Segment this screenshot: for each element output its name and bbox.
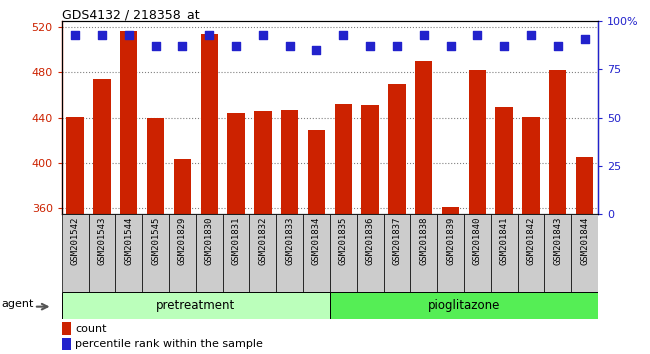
Text: count: count xyxy=(75,324,107,333)
Point xyxy=(257,32,268,38)
Bar xyxy=(276,214,303,292)
Point xyxy=(231,44,241,49)
Text: GSM201544: GSM201544 xyxy=(124,217,133,265)
Bar xyxy=(62,322,72,335)
Point xyxy=(70,32,81,38)
Bar xyxy=(517,214,545,292)
Point xyxy=(177,44,188,49)
Point xyxy=(419,32,429,38)
Point xyxy=(445,44,456,49)
Bar xyxy=(464,214,491,292)
Point xyxy=(124,32,134,38)
Point xyxy=(499,44,510,49)
Bar xyxy=(200,34,218,214)
Text: GSM201832: GSM201832 xyxy=(258,217,267,265)
Text: pretreatment: pretreatment xyxy=(156,299,235,312)
Text: GSM201840: GSM201840 xyxy=(473,217,482,265)
Bar xyxy=(66,116,84,214)
Bar xyxy=(196,214,222,292)
Bar xyxy=(169,214,196,292)
Bar xyxy=(227,113,245,214)
Bar xyxy=(88,214,116,292)
Text: GDS4132 / 218358_at: GDS4132 / 218358_at xyxy=(62,8,200,21)
Text: GSM201842: GSM201842 xyxy=(526,217,536,265)
Bar xyxy=(307,130,325,214)
Bar xyxy=(410,214,437,292)
Text: GSM201838: GSM201838 xyxy=(419,217,428,265)
Point xyxy=(285,44,295,49)
Bar xyxy=(549,70,567,214)
Point xyxy=(552,44,563,49)
Text: GSM201841: GSM201841 xyxy=(500,217,509,265)
Text: GSM201843: GSM201843 xyxy=(553,217,562,265)
Bar xyxy=(254,111,272,214)
Bar xyxy=(250,214,276,292)
Bar xyxy=(361,105,379,214)
Bar xyxy=(222,214,250,292)
Bar xyxy=(116,214,142,292)
Text: percentile rank within the sample: percentile rank within the sample xyxy=(75,339,263,349)
Bar xyxy=(281,110,298,214)
Text: GSM201839: GSM201839 xyxy=(446,217,455,265)
Bar xyxy=(330,292,598,319)
Text: GSM201835: GSM201835 xyxy=(339,217,348,265)
Point xyxy=(526,32,536,38)
Point xyxy=(97,32,107,38)
Point xyxy=(392,44,402,49)
Text: GSM201834: GSM201834 xyxy=(312,217,321,265)
Bar xyxy=(93,79,110,214)
Bar xyxy=(442,207,460,214)
Bar xyxy=(147,118,164,214)
Text: pioglitazone: pioglitazone xyxy=(428,299,500,312)
Bar xyxy=(303,214,330,292)
Point xyxy=(579,36,590,41)
Text: GSM201833: GSM201833 xyxy=(285,217,294,265)
Point xyxy=(338,32,348,38)
Point xyxy=(472,32,482,38)
Text: agent: agent xyxy=(1,299,34,309)
Text: GSM201829: GSM201829 xyxy=(178,217,187,265)
Bar xyxy=(545,214,571,292)
Text: GSM201542: GSM201542 xyxy=(71,217,80,265)
Text: GSM201830: GSM201830 xyxy=(205,217,214,265)
Text: GSM201543: GSM201543 xyxy=(98,217,107,265)
Bar xyxy=(469,70,486,214)
Text: GSM201831: GSM201831 xyxy=(231,217,240,265)
Bar xyxy=(495,108,513,214)
Text: GSM201844: GSM201844 xyxy=(580,217,589,265)
Text: GSM201545: GSM201545 xyxy=(151,217,160,265)
Text: GSM201836: GSM201836 xyxy=(365,217,374,265)
Bar xyxy=(491,214,517,292)
Point xyxy=(311,47,322,53)
Bar xyxy=(335,104,352,214)
Bar xyxy=(571,214,598,292)
Bar xyxy=(142,214,169,292)
Bar xyxy=(330,214,357,292)
Bar xyxy=(357,214,384,292)
Bar xyxy=(120,32,138,214)
Bar xyxy=(62,214,88,292)
Point xyxy=(204,32,214,38)
Bar xyxy=(174,159,191,214)
Bar xyxy=(415,61,432,214)
Bar xyxy=(62,292,330,319)
Bar xyxy=(437,214,464,292)
Point xyxy=(150,44,161,49)
Bar xyxy=(62,338,72,350)
Point xyxy=(365,44,375,49)
Bar xyxy=(384,214,410,292)
Bar xyxy=(522,116,540,214)
Text: GSM201837: GSM201837 xyxy=(393,217,402,265)
Bar xyxy=(576,158,593,214)
Bar xyxy=(388,84,406,214)
